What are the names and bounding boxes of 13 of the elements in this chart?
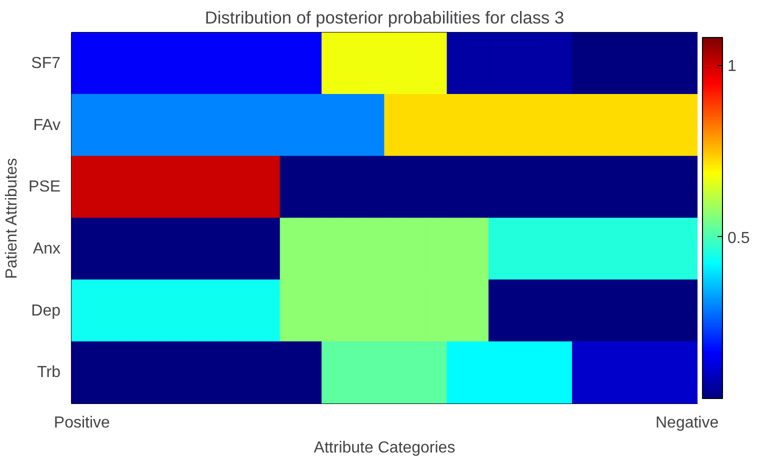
y-tick-label: FAv [33, 116, 61, 134]
color-bar-label: 0.5 [728, 230, 750, 247]
y-tick-label: Trb [37, 364, 61, 382]
x-tick-label: Positive [54, 414, 110, 432]
x-axis-title: Attribute Categories [314, 440, 456, 456]
chart-title: Distribution of posterior probabilities for class 3 [204, 8, 564, 28]
y-tick-label: PSE [28, 178, 60, 196]
color-bar-label: 1 [728, 58, 736, 76]
y-tick-label: Dep [31, 302, 61, 320]
x-tick-label: Negative [655, 414, 719, 432]
y-tick-label: SF7 [31, 54, 61, 72]
y-tick-label: Anx [32, 240, 61, 258]
y-axis-title: Patient Attributes [3, 158, 20, 279]
